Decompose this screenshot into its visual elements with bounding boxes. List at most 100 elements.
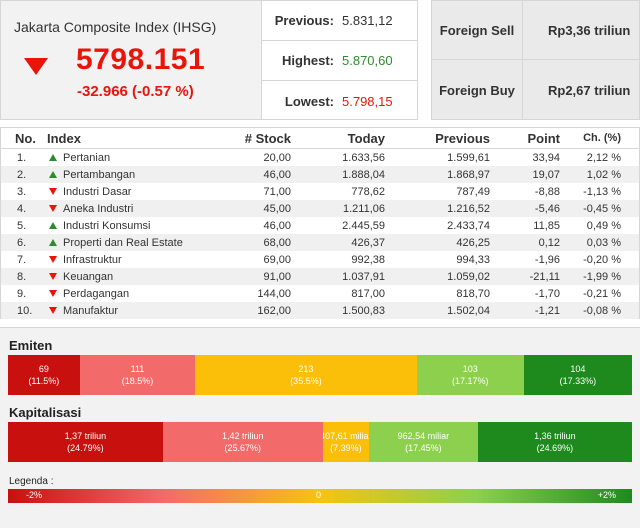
stat-highest: Highest: 5.870,60: [262, 41, 417, 81]
row-stock: 144,00: [257, 287, 291, 300]
up-triangle-icon: [49, 239, 57, 246]
row-index: Infrastruktur: [41, 254, 241, 266]
row-stock: 46,00: [263, 168, 291, 181]
row-previous: 2.433,74: [447, 219, 490, 232]
up-triangle-icon: [49, 154, 57, 161]
table-row: 5. Industri Konsumsi 46,00 2.445,59 2.433,74…: [1, 217, 639, 234]
row-no: 6.: [17, 236, 27, 249]
row-today: 992,38: [351, 253, 385, 266]
row-no: 3.: [17, 185, 27, 198]
down-arrow-icon: [24, 58, 48, 75]
row-index: Manufaktur: [41, 305, 241, 317]
row-previous: 1.216,52: [447, 202, 490, 215]
row-index-name: Manufaktur: [63, 304, 119, 317]
header-stock: # Stock: [244, 130, 291, 146]
table-row: 9. Perdagangan 144,00 817,00 818,70 -1,70 -0,2…: [1, 285, 639, 302]
header-index: Index: [47, 130, 81, 146]
segment-value: 103: [462, 364, 478, 374]
table-row: 7. Infrastruktur 69,00 992,38 994,33 -1,96 -0,…: [1, 251, 639, 268]
row-today: 1.633,56: [342, 151, 385, 164]
foreign-buy-label: Foreign Buy: [439, 83, 515, 98]
row-point: 11,85: [533, 219, 560, 232]
emiten-segment[interactable]: 213 (35.5%): [195, 355, 417, 395]
row-previous: 787,49: [456, 185, 490, 198]
row-index-name: Aneka Industri: [63, 202, 134, 215]
segment-percent: (17.17%): [452, 376, 489, 386]
sector-table: No. Index # Stock Today Previous Point C…: [0, 127, 640, 319]
foreign-buy-row: Foreign Buy Rp2,67 triliun: [432, 61, 639, 120]
row-stock: 45,00: [263, 202, 291, 215]
row-change: -0,21 %: [583, 287, 621, 300]
row-change: 1,02 %: [586, 168, 621, 181]
segment-value: 407,61 miliar: [322, 431, 369, 441]
kapitalisasi-segment[interactable]: 1,37 triliun (24.79%): [8, 422, 163, 462]
row-today: 2.445,59: [342, 219, 385, 232]
row-no: 4.: [17, 202, 27, 215]
row-index: Perdagangan: [41, 288, 241, 300]
emiten-title: Emiten: [9, 338, 53, 353]
legend-min: -2%: [26, 490, 43, 500]
row-stock: 68,00: [263, 236, 291, 249]
header-no: No.: [15, 130, 36, 146]
row-index: Pertanian: [41, 152, 241, 164]
row-today: 817,00: [351, 287, 385, 300]
row-index: Pertambangan: [41, 169, 241, 181]
row-index-name: Industri Dasar: [63, 185, 132, 198]
row-change: -0,08 %: [583, 304, 621, 317]
segment-value: 104: [570, 364, 586, 374]
table-row: 3. Industri Dasar 71,00 778,62 787,49 -8,88 -1…: [1, 183, 639, 200]
up-triangle-icon: [49, 222, 57, 229]
segment-percent: (25.67%): [224, 443, 262, 453]
legend-title: Legenda :: [9, 476, 54, 487]
stat-lowest: Lowest: 5.798,15: [262, 81, 417, 121]
row-today: 1.037,91: [342, 270, 385, 283]
table-row: 8. Keuangan 91,00 1.037,91 1.059,02 -21,11 -1,…: [1, 268, 639, 285]
table-row: 2. Pertambangan 46,00 1.888,04 1.868,97 19,07…: [1, 166, 639, 183]
stat-label: Lowest:: [284, 93, 334, 109]
table-row: 4. Aneka Industri 45,00 1.211,06 1.216,52 -5,…: [1, 200, 639, 217]
segment-percent: (24.79%): [67, 443, 104, 453]
row-today: 1.888,04: [342, 168, 385, 181]
row-index-name: Industri Konsumsi: [63, 219, 151, 232]
row-index: Properti dan Real Estate: [41, 237, 241, 249]
emiten-segment[interactable]: 69 (11.5%): [8, 355, 80, 395]
kapitalisasi-segment[interactable]: 1,42 triliun (25.67%): [162, 422, 323, 462]
divider: [522, 1, 523, 119]
legend-mid: 0: [316, 490, 322, 500]
segment-percent: (24.69%): [536, 443, 574, 453]
legend-max: +2%: [597, 490, 616, 500]
segment-percent: (18.5%): [121, 376, 154, 386]
segment-value: 213: [298, 364, 314, 374]
emiten-segment[interactable]: 104 (17.33%): [523, 355, 632, 395]
row-no: 10.: [17, 304, 33, 317]
down-triangle-icon: [49, 256, 57, 263]
table-row: 6. Properti dan Real Estate 68,00 426,37 426…: [1, 234, 639, 251]
kapitalisasi-segment[interactable]: 1,36 triliun (24.69%): [477, 422, 632, 462]
row-no: 5.: [17, 219, 27, 232]
row-stock: 162,00: [257, 304, 291, 317]
stats-panel: Previous: 5.831,12 Highest: 5.870,60 Low…: [262, 0, 418, 120]
row-index: Industri Konsumsi: [41, 220, 241, 232]
row-stock: 20,00: [263, 151, 291, 164]
row-point: -1,70: [534, 287, 560, 300]
segment-value: 1,36 triliun: [534, 431, 576, 441]
row-index-name: Keuangan: [63, 270, 114, 283]
stat-value: 5.831,12: [342, 13, 393, 28]
header-change: Ch. (%): [583, 132, 621, 144]
down-triangle-icon: [49, 307, 57, 314]
kapitalisasi-segment[interactable]: 407,61 miliar (7.39%): [322, 422, 369, 462]
kapitalisasi-segment[interactable]: 962,54 miliar (17.45%): [368, 422, 478, 462]
table-body: 1. Pertanian 20,00 1.633,56 1.599,61 33,94 2,1…: [1, 149, 639, 319]
row-change: 2,12 %: [586, 151, 621, 164]
segment-value: 962,54 miliar: [397, 431, 450, 441]
emiten-segment[interactable]: 111 (18.5%): [79, 355, 196, 395]
stat-previous: Previous: 5.831,12: [262, 1, 417, 41]
row-previous: 818,70: [456, 287, 490, 300]
table-row: 10. Manufaktur 162,00 1.500,83 1.502,04 -1,21…: [1, 302, 639, 319]
row-change: 0,03 %: [586, 236, 621, 249]
emiten-segment[interactable]: 103 (17.17%): [416, 355, 524, 395]
row-change: -1,13 %: [583, 185, 621, 198]
index-title: Jakarta Composite Index (IHSG): [14, 19, 217, 35]
row-point: -1,96: [534, 253, 560, 266]
row-previous: 1.059,02: [447, 270, 490, 283]
